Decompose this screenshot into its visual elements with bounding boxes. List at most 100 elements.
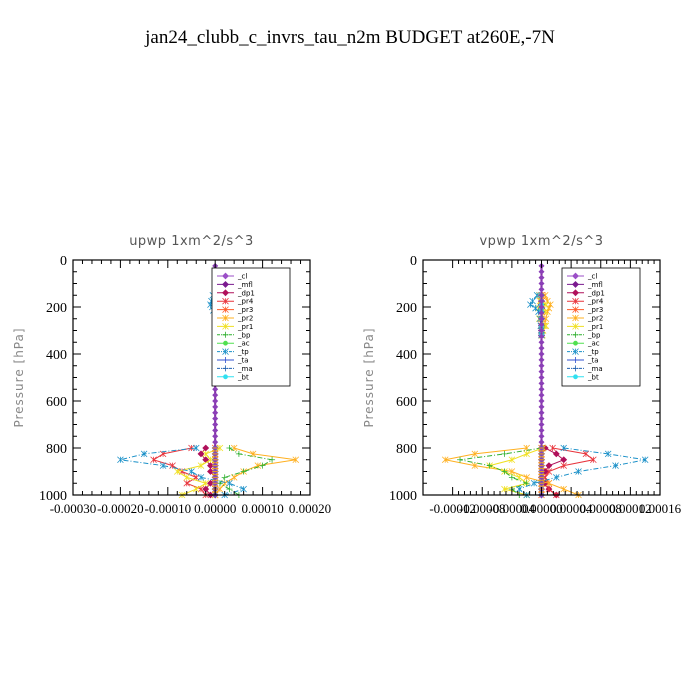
data-point bbox=[527, 301, 534, 308]
legend-marker bbox=[572, 365, 579, 372]
data-point bbox=[612, 462, 619, 469]
data-point bbox=[604, 450, 612, 458]
legend-marker bbox=[223, 340, 228, 346]
data-point bbox=[235, 450, 242, 457]
data-point bbox=[582, 450, 590, 458]
zero-marker bbox=[538, 403, 545, 410]
data-point bbox=[501, 450, 508, 457]
data-point bbox=[216, 485, 224, 493]
legend-label: _bt bbox=[237, 373, 249, 381]
data-point bbox=[183, 479, 191, 487]
data-point bbox=[545, 468, 553, 475]
legend-item: _bt bbox=[217, 373, 249, 381]
zero-marker bbox=[212, 409, 219, 416]
x-tick-label: -0.00020 bbox=[97, 501, 144, 516]
series-bp bbox=[457, 292, 545, 498]
data-point bbox=[188, 444, 195, 452]
zero-marker bbox=[538, 398, 545, 404]
legend-marker bbox=[222, 365, 229, 372]
data-point bbox=[292, 456, 300, 464]
legend-item: _pr3 bbox=[217, 306, 253, 314]
x-tick-label: 0.00016 bbox=[639, 501, 682, 516]
x-tick-label: -0.00008 bbox=[459, 501, 506, 516]
legend-marker bbox=[222, 280, 229, 288]
legend-label: _bp bbox=[237, 331, 251, 339]
data-point bbox=[523, 474, 530, 481]
data-point bbox=[269, 456, 276, 463]
legend-marker bbox=[573, 340, 578, 346]
zero-marker bbox=[538, 292, 545, 299]
legend-label: _ac bbox=[587, 340, 600, 348]
legend-item: _pr4 bbox=[567, 298, 604, 306]
legend-marker bbox=[572, 280, 579, 288]
legend-marker bbox=[222, 314, 229, 322]
legend-label: _mfl bbox=[587, 281, 603, 289]
legend-label: _bt bbox=[587, 373, 599, 381]
panel-upwp: upwp 1xm^2/s^3 Pressure [hPa] 0 200 400 600 80… bbox=[12, 234, 331, 516]
zero-marker bbox=[538, 351, 545, 357]
panel-title: upwp 1xm^2/s^3 bbox=[129, 234, 254, 249]
zero-marker bbox=[538, 409, 545, 416]
data-point bbox=[508, 474, 515, 481]
y-tick-label: 400 bbox=[396, 348, 417, 363]
legend-label: _ma bbox=[237, 365, 253, 373]
data-point bbox=[173, 468, 181, 475]
legend-label: _tp bbox=[587, 348, 599, 356]
series-line bbox=[488, 295, 547, 496]
data-point bbox=[560, 444, 568, 452]
zero-marker bbox=[538, 304, 545, 310]
data-point bbox=[553, 474, 560, 481]
zero-marker bbox=[538, 339, 545, 346]
data-point bbox=[533, 291, 541, 299]
data-point bbox=[150, 456, 157, 464]
legend-item: _ac bbox=[567, 340, 600, 348]
legend-marker bbox=[222, 357, 229, 363]
data-point bbox=[501, 468, 508, 475]
legend-marker bbox=[222, 297, 229, 305]
legend-marker bbox=[572, 272, 579, 280]
zero-marker bbox=[212, 421, 219, 428]
legend-label: _pr3 bbox=[587, 306, 603, 314]
x-tick-label: 0.00000 bbox=[194, 501, 236, 516]
legend-label: _ta bbox=[587, 357, 599, 365]
data-point bbox=[188, 468, 195, 475]
legend-item: _pr4 bbox=[217, 298, 254, 306]
legend-item: _ac bbox=[217, 340, 250, 348]
legend-label: _pr2 bbox=[587, 315, 603, 323]
data-point bbox=[226, 445, 233, 451]
legend-marker bbox=[572, 331, 579, 338]
legend-item: _cl bbox=[217, 273, 247, 281]
y-tick-label: 1000 bbox=[389, 489, 417, 504]
zero-marker bbox=[212, 386, 219, 393]
figure-title: jan24_clubb_c_invrs_tau_n2m BUDGET at260… bbox=[144, 27, 555, 48]
data-point bbox=[590, 456, 597, 464]
zero-marker bbox=[538, 280, 545, 287]
zero-marker bbox=[538, 345, 545, 352]
zero-marker bbox=[212, 439, 219, 446]
data-point bbox=[207, 468, 214, 475]
data-point bbox=[226, 486, 233, 493]
data-point bbox=[226, 479, 233, 487]
legend-item: _ma bbox=[217, 365, 253, 373]
zero-marker bbox=[212, 398, 219, 404]
zero-marker bbox=[538, 439, 545, 446]
data-point bbox=[560, 485, 568, 493]
x-tick-label: -0.00012 bbox=[429, 501, 476, 516]
zero-marker bbox=[212, 403, 219, 410]
y-tick-label: 200 bbox=[46, 301, 67, 316]
zero-marker bbox=[538, 392, 545, 399]
data-point bbox=[471, 462, 479, 469]
data-point bbox=[545, 479, 553, 487]
legend-marker bbox=[222, 323, 229, 330]
legend-label: _cl bbox=[587, 273, 597, 281]
data-point bbox=[259, 462, 266, 469]
series-line bbox=[445, 295, 579, 496]
zero-marker bbox=[538, 362, 545, 369]
legend-item: _tp bbox=[217, 348, 249, 356]
zero-marker bbox=[538, 421, 545, 428]
y-tick-label: 1000 bbox=[39, 489, 67, 504]
data-point bbox=[441, 456, 449, 464]
legend-label: _bp bbox=[587, 331, 601, 339]
legend-marker bbox=[223, 374, 228, 380]
